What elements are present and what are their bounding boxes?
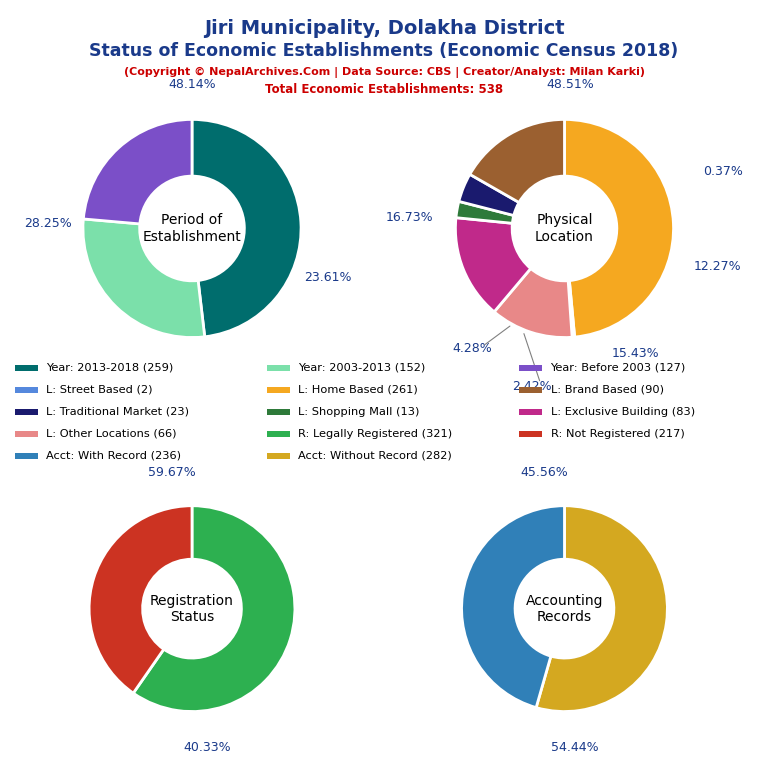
Bar [267,409,290,415]
Text: 15.43%: 15.43% [611,347,659,360]
Text: Year: 2013-2018 (259): Year: 2013-2018 (259) [46,362,174,372]
Text: L: Brand Based (90): L: Brand Based (90) [551,385,664,395]
Text: Status of Economic Establishments (Economic Census 2018): Status of Economic Establishments (Econo… [89,42,679,60]
Text: Acct: Without Record (282): Acct: Without Record (282) [299,451,452,461]
Text: (Copyright © NepalArchives.Com | Data Source: CBS | Creator/Analyst: Milan Karki: (Copyright © NepalArchives.Com | Data So… [124,67,644,78]
Bar [267,431,290,437]
Text: 23.61%: 23.61% [305,271,352,284]
Bar [267,452,290,459]
Wedge shape [564,119,674,337]
Text: 48.14%: 48.14% [168,78,216,91]
Text: Period of
Establishment: Period of Establishment [143,214,241,243]
Text: 45.56%: 45.56% [520,466,568,479]
Bar [519,409,542,415]
Text: Jiri Municipality, Dolakha District: Jiri Municipality, Dolakha District [204,19,564,38]
Text: Accounting
Records: Accounting Records [526,594,603,624]
Text: L: Exclusive Building (83): L: Exclusive Building (83) [551,407,694,417]
Text: 0.37%: 0.37% [703,165,743,178]
Bar [15,386,38,393]
Text: L: Street Based (2): L: Street Based (2) [46,385,153,395]
Text: Registration
Status: Registration Status [150,594,234,624]
Text: 2.42%: 2.42% [512,380,551,393]
Wedge shape [536,506,667,711]
Text: L: Traditional Market (23): L: Traditional Market (23) [46,407,189,417]
Bar [267,365,290,371]
Wedge shape [568,280,574,337]
Wedge shape [458,174,519,216]
Wedge shape [462,506,564,707]
Text: Year: 2003-2013 (152): Year: 2003-2013 (152) [299,362,425,372]
Bar [519,386,542,393]
Text: 16.73%: 16.73% [386,211,433,224]
Text: R: Legally Registered (321): R: Legally Registered (321) [299,429,452,439]
Bar [267,386,290,393]
Bar [15,452,38,459]
Wedge shape [83,219,205,337]
Text: 4.28%: 4.28% [452,342,492,355]
Text: 59.67%: 59.67% [147,466,195,479]
Bar [15,409,38,415]
Wedge shape [84,119,192,224]
Wedge shape [134,506,295,711]
Wedge shape [455,217,531,312]
Bar [519,431,542,437]
Wedge shape [192,119,301,337]
Text: Total Economic Establishments: 538: Total Economic Establishments: 538 [265,83,503,96]
Text: Year: Before 2003 (127): Year: Before 2003 (127) [551,362,686,372]
Wedge shape [470,119,564,203]
Wedge shape [456,201,514,223]
Text: R: Not Registered (217): R: Not Registered (217) [551,429,684,439]
Text: L: Home Based (261): L: Home Based (261) [299,385,418,395]
Bar [519,365,542,371]
Text: Acct: With Record (236): Acct: With Record (236) [46,451,181,461]
Text: 12.27%: 12.27% [694,260,741,273]
Text: L: Shopping Mall (13): L: Shopping Mall (13) [299,407,420,417]
Text: L: Other Locations (66): L: Other Locations (66) [46,429,177,439]
Text: 48.51%: 48.51% [546,78,594,91]
Text: 28.25%: 28.25% [24,217,72,230]
Bar [15,365,38,371]
Bar [15,431,38,437]
Text: 54.44%: 54.44% [551,741,598,754]
Text: Physical
Location: Physical Location [535,214,594,243]
Text: 40.33%: 40.33% [184,741,231,754]
Wedge shape [494,269,572,337]
Wedge shape [89,506,192,694]
